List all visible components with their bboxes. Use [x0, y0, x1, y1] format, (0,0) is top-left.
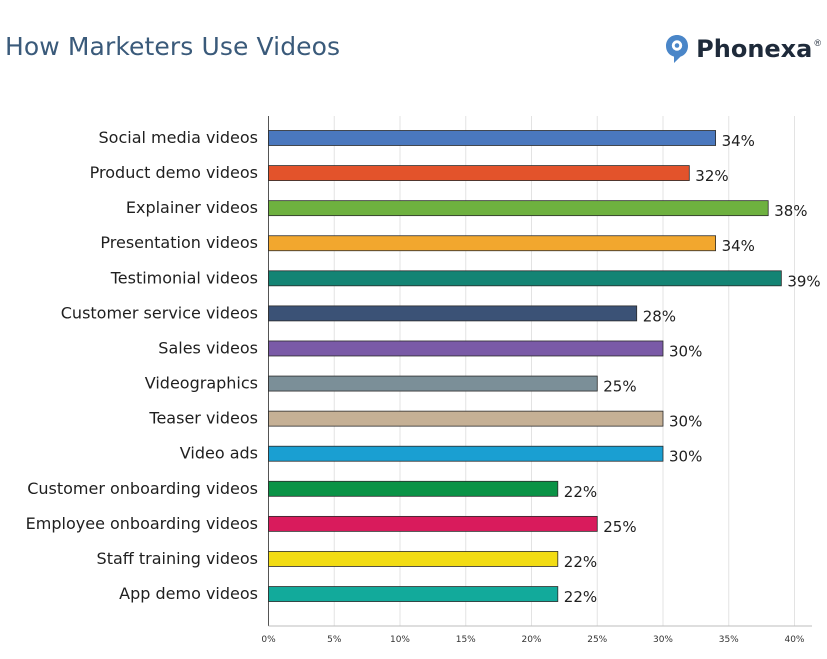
category-label: Teaser videos [148, 409, 258, 428]
category-label: Presentation videos [100, 233, 258, 252]
category-label: Explainer videos [126, 198, 258, 217]
category-label: Sales videos [158, 338, 258, 357]
value-label: 22% [564, 588, 597, 606]
value-label: 30% [669, 448, 702, 466]
category-label: Staff training videos [97, 549, 258, 568]
value-label: 25% [603, 378, 636, 396]
phonexa-logo-icon [666, 35, 689, 63]
x-tick-label: 10% [390, 635, 410, 645]
bar [268, 305, 638, 322]
category-label: Social media videos [99, 128, 258, 147]
x-tick-label: 5% [327, 635, 342, 645]
bar [268, 130, 717, 146]
value-label: 25% [603, 518, 636, 536]
bar [268, 480, 559, 497]
category-label: Testimonial videos [110, 268, 258, 287]
value-label: 39% [787, 272, 820, 290]
bar [268, 270, 782, 287]
labels: 0% 5% 10% 15% 20% 25% 30% 35% 40% Social media vi… [26, 128, 821, 645]
bar [268, 340, 664, 357]
value-label: 22% [564, 553, 597, 571]
x-tick-label: 40% [784, 635, 804, 645]
bar [268, 551, 559, 567]
bar [268, 445, 664, 462]
category-label: Video ads [180, 444, 258, 463]
category-label: Customer service videos [61, 303, 258, 322]
chart-title: How Marketers Use Videos [5, 32, 341, 61]
value-label: 34% [722, 237, 755, 255]
bar [268, 200, 769, 217]
category-label: Videographics [145, 374, 258, 393]
bar [268, 410, 664, 427]
x-tick-label: 15% [456, 635, 476, 645]
x-tick-label: 30% [653, 635, 673, 645]
bars [268, 130, 782, 602]
x-tick-label: 25% [587, 635, 607, 645]
x-tick-label: 35% [719, 635, 739, 645]
category-label: Customer onboarding videos [27, 479, 258, 498]
value-label: 22% [564, 483, 597, 501]
bar [268, 586, 559, 602]
bar [268, 375, 598, 392]
brand-registered-mark: ® [814, 38, 821, 48]
value-label: 34% [722, 132, 755, 150]
value-label: 32% [695, 167, 728, 185]
category-label: Employee onboarding videos [26, 514, 258, 533]
category-label: Product demo videos [90, 163, 258, 182]
grid-lines [333, 116, 795, 626]
axes [268, 116, 812, 627]
brand-name: Phonexa [696, 35, 813, 63]
bar [268, 515, 598, 532]
value-label: 38% [774, 202, 807, 220]
x-tick-label: 20% [521, 635, 541, 645]
x-tick-label: 0% [261, 635, 276, 645]
bar [268, 165, 690, 181]
category-label: App demo videos [119, 584, 258, 603]
bar [268, 235, 717, 252]
value-label: 28% [643, 307, 676, 325]
value-label: 30% [669, 342, 702, 360]
value-label: 30% [669, 413, 702, 431]
brand-logo: Phonexa ® [664, 32, 821, 66]
